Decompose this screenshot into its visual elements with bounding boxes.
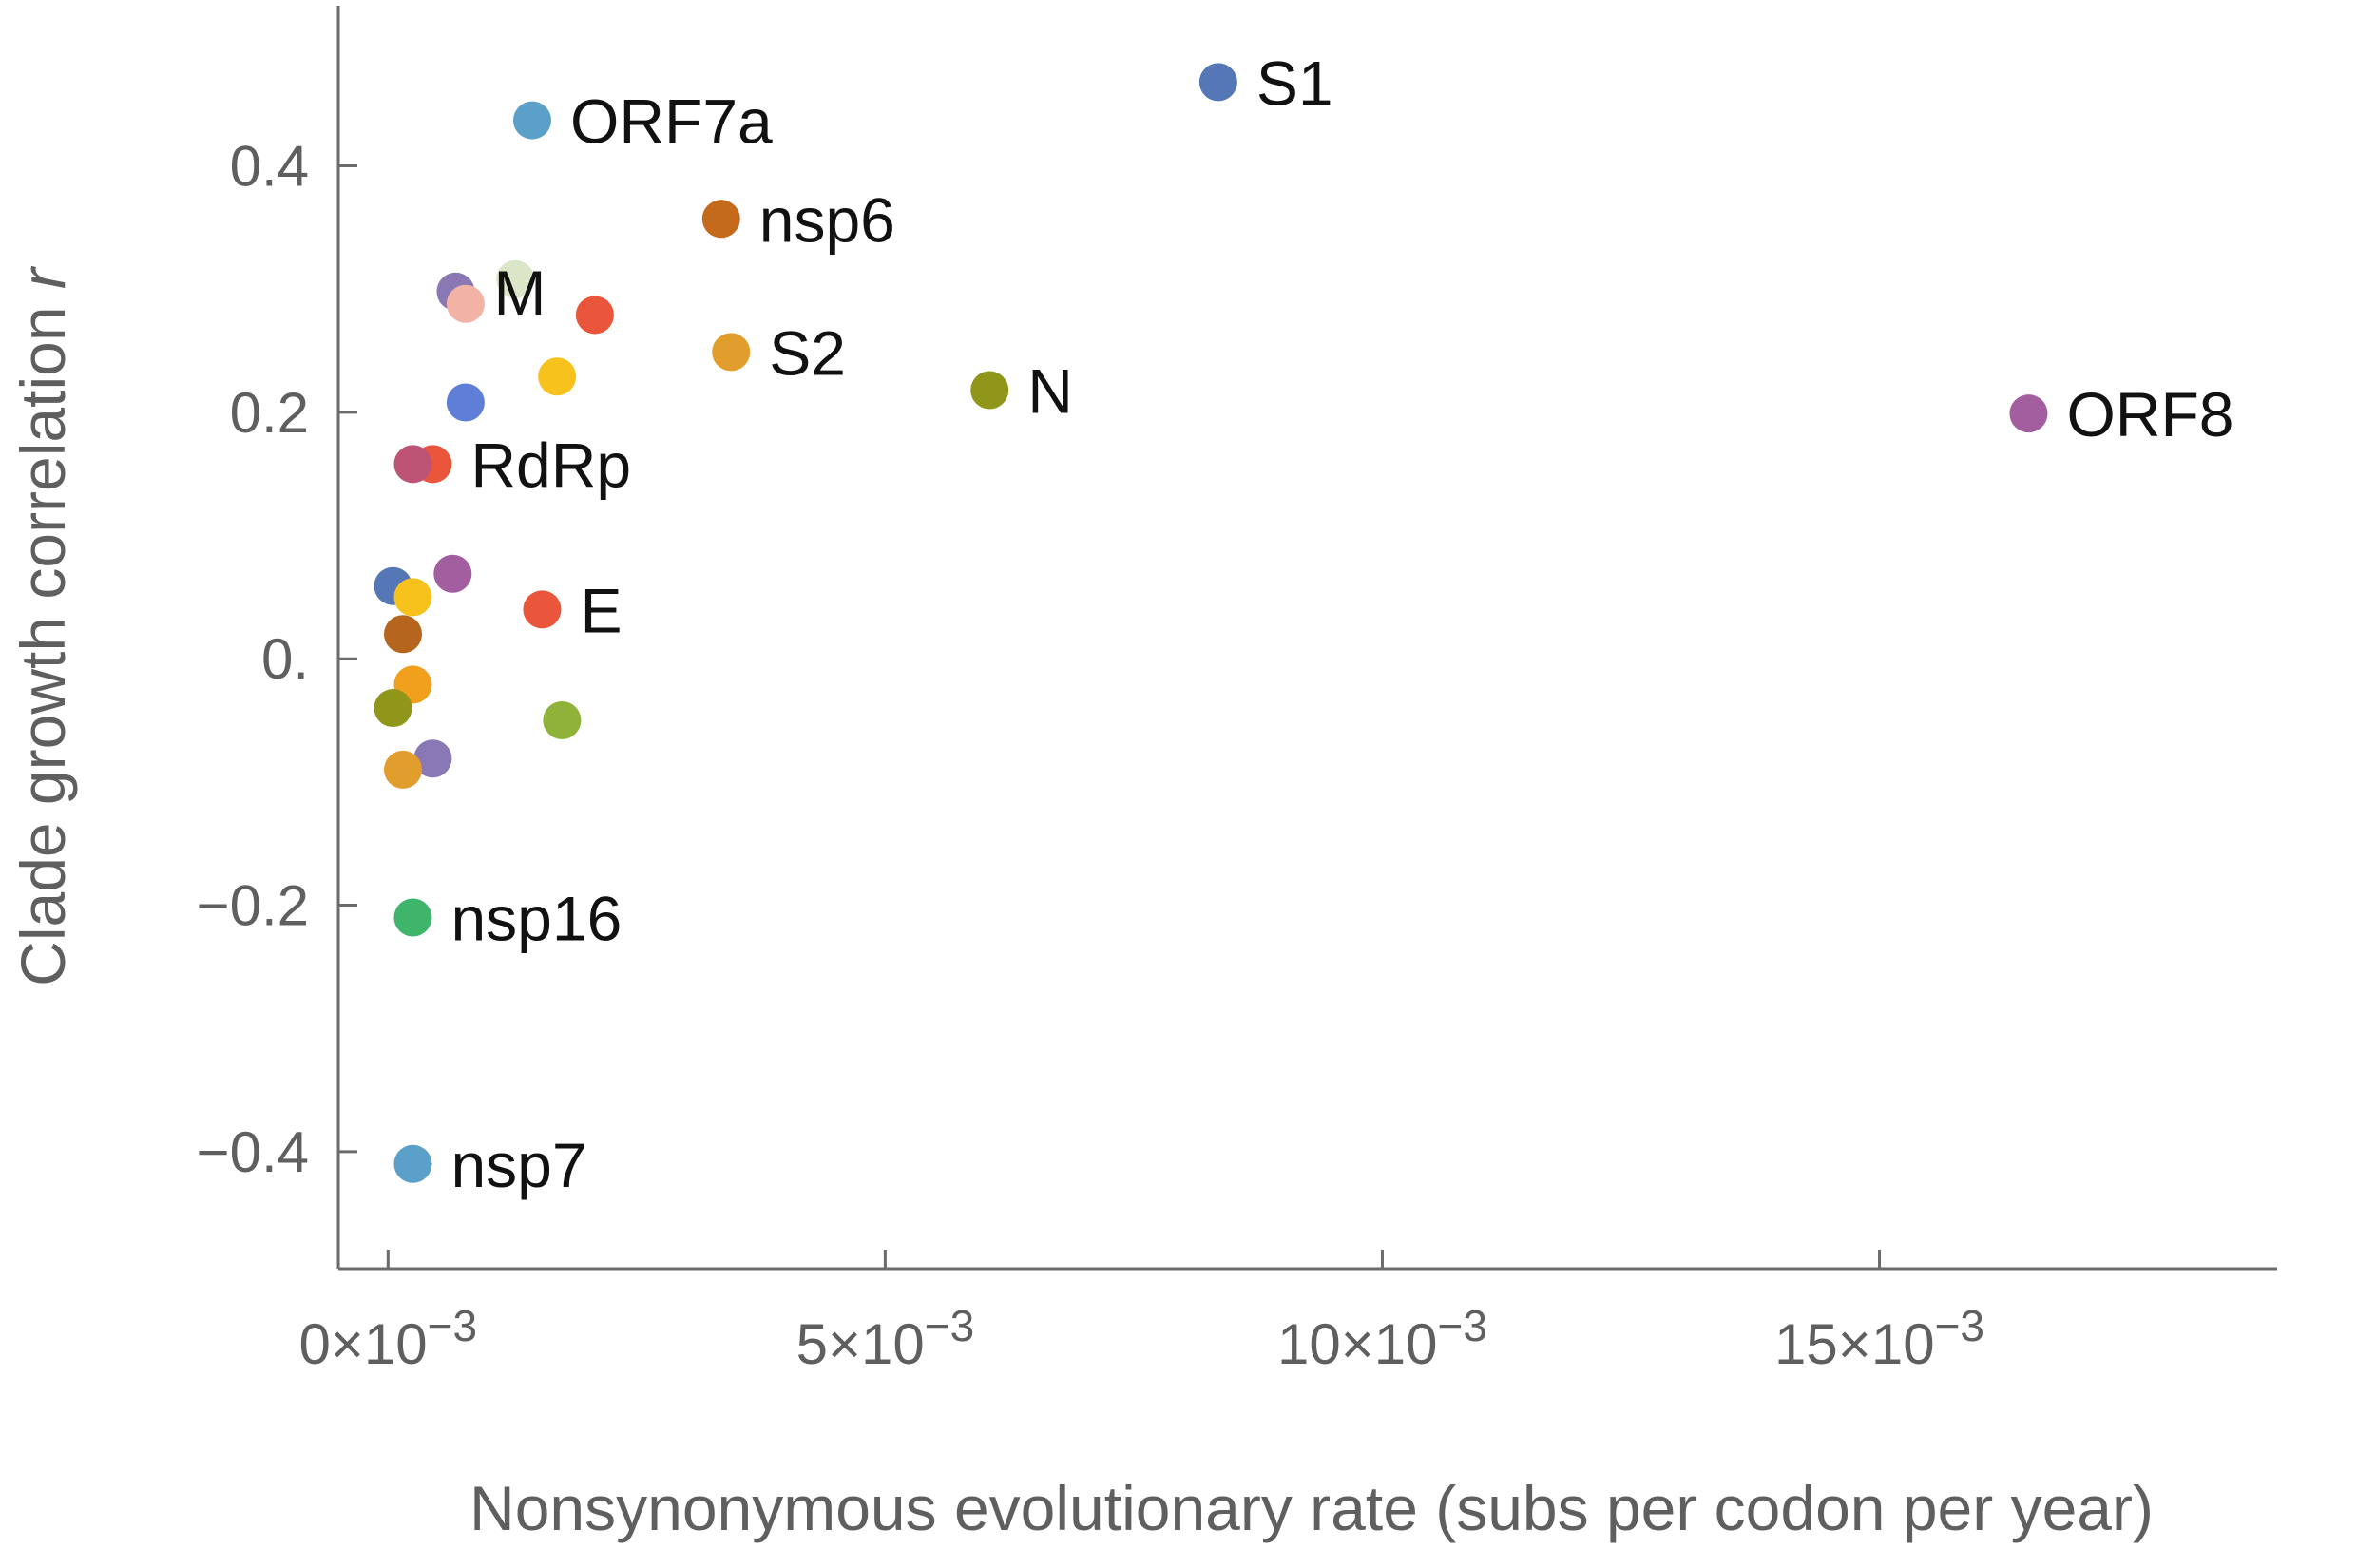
x-tick-label-exponent: −3 [1935, 1301, 1984, 1350]
data-point [384, 615, 422, 654]
x-tick-label-base: 10×10 [1277, 1312, 1438, 1376]
x-tick-label: 0×10−3 [299, 1301, 478, 1376]
point-label: nsp6 [759, 184, 895, 255]
data-point [413, 739, 452, 778]
y-axis-title: Clade growth correlation r [8, 265, 78, 986]
x-tick-label-base: 15×10 [1774, 1312, 1935, 1376]
x-tick-label-exponent: −3 [925, 1301, 974, 1350]
x-tick-label-base: 0×10 [299, 1312, 428, 1376]
data-point [543, 701, 582, 740]
x-ticks: 0×10−3 5×10−3 10×10−3 15×10−3 [299, 1250, 1984, 1376]
data-point [1198, 63, 1237, 102]
data-point [496, 259, 535, 298]
point-label: nsp7 [450, 1130, 586, 1200]
point-label: ORF8 [2066, 379, 2233, 449]
data-points [374, 63, 2048, 1183]
data-point [523, 590, 562, 629]
data-point [374, 689, 412, 728]
point-label: nsp16 [450, 883, 622, 953]
y-axis-title-text: Clade growth correlation [8, 306, 78, 985]
data-point [970, 371, 1009, 410]
point-label: M [493, 258, 546, 328]
point-label: S2 [769, 317, 846, 388]
data-point [393, 445, 432, 484]
data-point [2009, 394, 2048, 433]
point-label: E [580, 575, 622, 645]
data-point [393, 1144, 432, 1183]
data-point [538, 357, 577, 396]
axes [336, 6, 2277, 1271]
x-tick-label-exponent: −3 [428, 1301, 477, 1350]
data-point [575, 296, 614, 335]
data-point [384, 750, 422, 789]
data-point [393, 898, 432, 937]
data-point [393, 578, 432, 617]
y-tick-label: 0. [261, 627, 309, 691]
data-point [701, 200, 740, 239]
x-tick-label-exponent: −3 [1437, 1301, 1486, 1350]
y-tick-label: −0.2 [197, 874, 309, 938]
x-tick-label: 15×10−3 [1774, 1301, 1984, 1376]
y-ticks: 0.4 0.2 0. −0.2 −0.4 [197, 135, 357, 1184]
y-axis-title-variable: r [8, 265, 78, 289]
y-tick-label: 0.4 [230, 135, 309, 199]
data-point [446, 284, 485, 323]
point-label: N [1027, 356, 1073, 427]
data-point [446, 383, 485, 422]
x-tick-label: 10×10−3 [1277, 1301, 1487, 1376]
data-point [712, 333, 751, 372]
point-label: S1 [1256, 48, 1333, 118]
x-tick-label: 5×10−3 [796, 1301, 975, 1376]
x-tick-label-base: 5×10 [796, 1312, 925, 1376]
x-axis-title: Nonsynonymous evolutionary rate (subs pe… [469, 1473, 2154, 1543]
y-tick-label: −0.4 [197, 1120, 309, 1184]
data-point [433, 554, 472, 593]
point-label: RdRp [470, 430, 631, 500]
y-tick-label: 0.2 [230, 381, 309, 445]
point-label: ORF7a [570, 86, 773, 157]
data-point [513, 101, 551, 140]
